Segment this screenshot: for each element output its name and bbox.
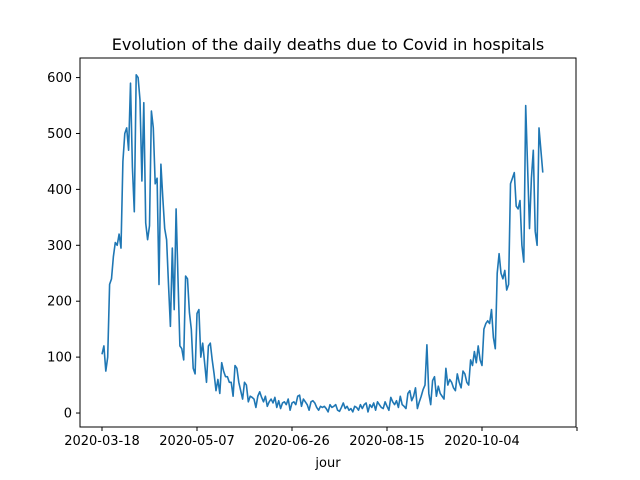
y-tick-label: 600 bbox=[47, 71, 72, 86]
y-tick-label: 100 bbox=[47, 351, 72, 366]
y-tick-label: 200 bbox=[47, 295, 72, 310]
x-tick-label: 2020-03-18 bbox=[64, 434, 140, 449]
plot-area bbox=[79, 57, 577, 428]
x-axis-ticks: 2020-03-18 2020-05-07 2020-06-26 2020-08-15… bbox=[64, 427, 578, 449]
y-tick-label: 300 bbox=[47, 239, 72, 254]
x-tick-label: 2020-05-07 bbox=[159, 434, 235, 449]
y-tick-label: 400 bbox=[47, 183, 72, 198]
y-axis-ticks: 0 100 200 300 400 500 600 bbox=[47, 71, 80, 422]
y-tick-label: 500 bbox=[47, 127, 72, 142]
x-tick-label: 2020-10-04 bbox=[444, 434, 520, 449]
x-axis-label: jour bbox=[314, 456, 341, 471]
y-tick-label: 0 bbox=[64, 407, 72, 422]
plot-frame bbox=[79, 57, 577, 428]
chart-title: Evolution of the daily deaths due to Cov… bbox=[112, 35, 544, 54]
x-tick-label: 2020-06-26 bbox=[254, 434, 330, 449]
x-tick-label: 2020-08-15 bbox=[349, 434, 425, 449]
series-line bbox=[101, 73, 544, 413]
